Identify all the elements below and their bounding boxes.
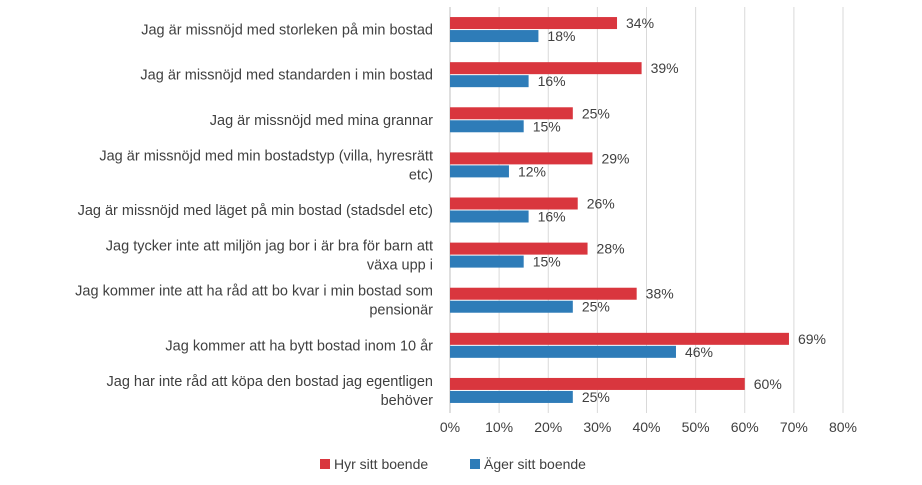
x-tick-label: 60% (731, 419, 759, 435)
x-tick-label: 40% (632, 419, 660, 435)
bar-ager (450, 300, 573, 313)
data-label: 38% (646, 286, 674, 302)
data-label: 25% (582, 299, 610, 315)
category-label: Jag har inte råd att köpa den bostad jag… (107, 374, 434, 390)
x-tick-label: 20% (534, 419, 562, 435)
data-labels: 34% 18% 39% 16% 25% 15% 29% 12% 26% 16% 28% 15% 38% 2… (518, 15, 826, 405)
data-label: 12% (518, 163, 546, 179)
legend: Hyr sitt boende Äger sitt boende (320, 456, 586, 472)
bars (450, 17, 789, 403)
data-label: 26% (587, 196, 615, 212)
data-label: 46% (685, 344, 713, 360)
data-label: 60% (754, 376, 782, 392)
data-label: 25% (582, 389, 610, 405)
category-label: Jag tycker inte att miljön jag bor i är … (106, 239, 433, 255)
category-label: växa upp i (367, 258, 433, 274)
category-label: Jag kommer att ha bytt bostad inom 10 år (165, 338, 433, 354)
x-tick-label: 80% (829, 419, 857, 435)
x-tick-label: 50% (682, 419, 710, 435)
x-tick-label: 0% (440, 419, 460, 435)
data-label: 39% (651, 60, 679, 76)
bar-hyr (450, 242, 588, 255)
data-label: 69% (798, 331, 826, 347)
bar-ager (450, 120, 524, 133)
data-label: 18% (547, 28, 575, 44)
category-label: pensionär (369, 303, 433, 319)
bar-ager (450, 30, 539, 43)
bar-ager (450, 210, 529, 223)
category-label: Jag kommer inte att ha råd att bo kvar i… (75, 284, 433, 300)
data-label: 15% (533, 118, 561, 134)
bar-hyr (450, 152, 593, 165)
bar-ager (450, 345, 676, 358)
bar-hyr (450, 197, 578, 210)
x-tick-label: 70% (780, 419, 808, 435)
x-tick-label: 30% (583, 419, 611, 435)
legend-swatch (470, 459, 480, 469)
bar-hyr (450, 332, 789, 345)
data-label: 15% (533, 254, 561, 270)
bar-hyr (450, 287, 637, 300)
category-label: etc) (409, 167, 433, 183)
legend-label: Hyr sitt boende (334, 456, 428, 472)
x-axis-tick-labels: 0% 10% 20% 30% 40% 50% 60% 70% 80% (440, 419, 857, 435)
data-label: 28% (597, 241, 625, 257)
bar-hyr (450, 62, 642, 75)
data-label: 34% (626, 15, 654, 31)
bar-hyr (450, 107, 573, 120)
bar-ager (450, 75, 529, 88)
bar-ager (450, 255, 524, 268)
data-label: 16% (538, 73, 566, 89)
category-label: behöver (381, 393, 434, 409)
category-label: Jag är missnöjd med mina grannar (210, 113, 433, 129)
data-label: 16% (538, 209, 566, 225)
x-tick-label: 10% (485, 419, 513, 435)
bar-hyr (450, 17, 618, 30)
category-label: Jag är missnöjd med storleken på min bos… (141, 23, 433, 39)
bar-ager (450, 390, 573, 403)
bar-ager (450, 165, 509, 178)
legend-swatch (320, 459, 330, 469)
category-label: Jag är missnöjd med standarden i min bos… (140, 68, 433, 84)
category-label: Jag är missnöjd med min bostadstyp (vill… (99, 148, 433, 164)
gridlines (449, 7, 844, 413)
data-label: 29% (601, 150, 629, 166)
category-labels: Jag är missnöjd med storleken på min bos… (75, 23, 433, 409)
legend-label: Äger sitt boende (484, 456, 586, 472)
bar-hyr (450, 377, 745, 390)
category-label: Jag är missnöjd med läget på min bostad … (78, 203, 433, 219)
data-label: 25% (582, 105, 610, 121)
